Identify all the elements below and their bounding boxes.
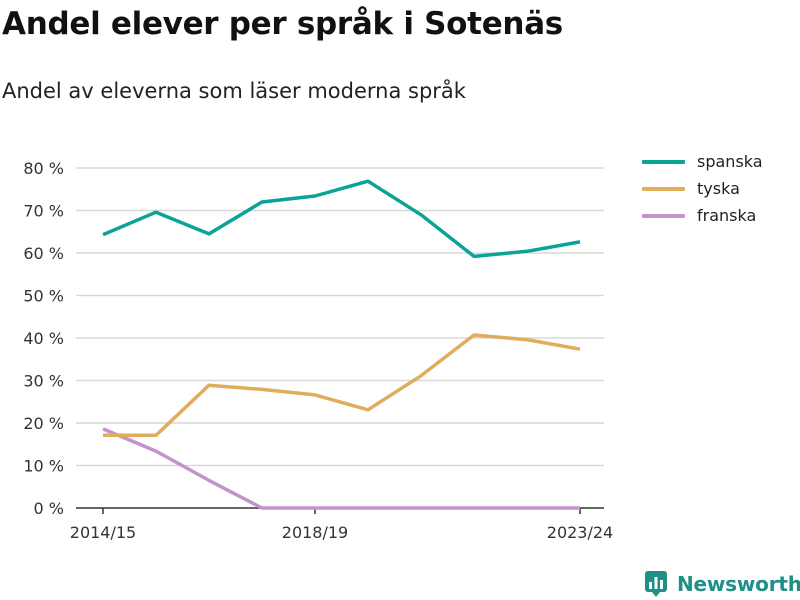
y-tick-label: 60 % xyxy=(23,244,64,263)
x-tick-label: 2014/15 xyxy=(70,523,136,542)
legend-label-spanska: spanska xyxy=(697,152,763,171)
series-line-spanska xyxy=(102,179,581,259)
brand-logo: Newsworthy xyxy=(644,570,800,598)
legend-label-tyska: tyska xyxy=(697,179,740,198)
legend-swatch-spanska xyxy=(642,159,685,164)
y-axis: 0 % 10 % 20 % 30 % 40 % 50 % 60 % 70 % 80 % xyxy=(23,159,64,518)
x-tick-label: 2023/24 xyxy=(547,523,613,542)
series-lines xyxy=(102,179,581,510)
legend-item-spanska: spanska xyxy=(642,148,763,175)
series-line-tyska xyxy=(103,333,581,438)
y-tick-label: 30 % xyxy=(23,372,64,391)
y-tick-label: 0 % xyxy=(34,499,64,518)
y-tick-label: 40 % xyxy=(23,329,64,348)
newsworthy-logo-icon xyxy=(645,571,667,597)
y-tick-label: 70 % xyxy=(23,202,64,221)
brand-name: Newsworthy xyxy=(677,572,800,596)
series-line-franska xyxy=(102,427,580,510)
legend: spanska tyska franska xyxy=(642,148,763,229)
legend-swatch-tyska xyxy=(642,186,685,191)
legend-swatch-franska xyxy=(642,213,685,218)
y-tick-label: 50 % xyxy=(23,287,64,306)
line-chart: 0 % 10 % 20 % 30 % 40 % 50 % 60 % 70 % 80 % 2014… xyxy=(23,159,613,542)
legend-label-franska: franska xyxy=(697,206,757,225)
y-tick-label: 80 % xyxy=(23,159,64,178)
y-tick-label: 10 % xyxy=(23,457,64,476)
chart-title: Andel elever per språk i Sotenäs xyxy=(2,6,563,42)
x-axis: 2014/15 2018/19 2023/24 xyxy=(70,507,613,542)
x-tick-label: 2018/19 xyxy=(282,523,348,542)
chart-subtitle: Andel av eleverna som läser moderna språ… xyxy=(2,79,466,103)
legend-item-franska: franska xyxy=(642,202,763,229)
y-tick-label: 20 % xyxy=(23,414,64,433)
legend-item-tyska: tyska xyxy=(642,175,763,202)
